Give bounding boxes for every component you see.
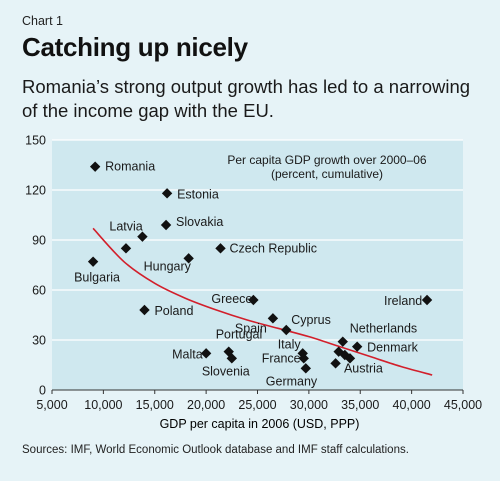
data-point-marker [300,363,311,374]
point-label: Czech Republic [230,241,318,255]
data-point-marker [337,336,348,347]
data-point-marker [267,313,279,324]
y-tick-label: 120 [25,184,46,198]
point-label: Slovakia [176,215,223,229]
point-label: France [262,351,301,365]
data-point-marker [120,243,132,254]
data-point-marker [330,358,341,369]
x-tick-label: 15,000 [136,398,174,412]
point-label: Latvia [109,220,142,234]
data-points [87,161,433,374]
x-tick-label: 10,000 [84,398,122,412]
point-label: Slovenia [202,364,250,378]
source-note: Sources: IMF, World Economic Outlook dat… [22,444,409,456]
chart-kicker: Chart 1 [22,14,63,28]
point-label: Bulgaria [74,271,120,285]
point-label: Ireland [384,294,422,308]
point-label: Germany [266,374,318,388]
point-label: Greece [211,292,252,306]
point-label: Austria [344,361,383,375]
x-tick-label: 25,000 [238,398,276,412]
data-point-marker [248,294,259,306]
annotation-line: Per capita GDP growth over 2000–06 [227,153,427,167]
x-axis-label: GDP per capita in 2006 (USD, PPP) [160,417,360,431]
data-point-marker [281,324,292,336]
y-tick-label: 150 [25,134,46,148]
data-point-marker [161,188,173,199]
data-point-marker [351,341,363,352]
point-label: Spain [235,321,267,335]
axes [51,389,464,394]
tick-labels: 0 30 60 90 120 150 5,000 10,000 15,000 20,000 25,0… [25,134,482,413]
point-label: Estonia [177,187,219,201]
data-point-marker [160,219,172,231]
y-tick-label: 0 [39,384,46,398]
point-label: Denmark [367,341,418,355]
data-point-marker [137,231,148,242]
point-label: Netherlands [350,322,417,336]
x-tick-label: 30,000 [290,398,328,412]
point-label: Poland [154,304,193,318]
y-tick-label: 60 [32,284,46,298]
x-tick-label: 20,000 [187,398,225,412]
data-point-marker [183,253,194,264]
x-tick-label: 40,000 [393,398,431,412]
point-label: Portugal [216,328,263,342]
data-point-marker [215,243,226,254]
x-tick-label: 45,000 [444,398,482,412]
data-point-marker [226,353,238,364]
point-label: Italy [278,337,302,351]
data-point-marker [298,353,309,364]
data-point-marker [200,348,212,359]
x-tick-label: 5,000 [36,398,67,412]
point-label: Hungary [144,259,192,273]
data-point-marker [139,304,150,316]
x-tick-label: 35,000 [341,398,379,412]
data-point-marker [87,256,99,267]
plot-area [52,140,463,390]
trend-line [92,227,433,376]
point-labels: Romania Estonia Slovakia Latvia Bulgaria Czec… [74,160,422,389]
data-point-marker [344,353,356,364]
data-point-marker [89,161,101,172]
chart-subtitle: Romania’s strong output growth has led t… [22,76,471,121]
annotation-line: (percent, cumulative) [271,167,383,181]
gridlines [52,139,463,341]
chart-title: Catching up nicely [22,32,248,62]
point-label: Malta [172,347,203,361]
y-tick-label: 30 [32,334,46,348]
point-label: Romania [105,160,155,174]
y-tick-label: 90 [32,234,46,248]
chart-annotation: Per capita GDP growth over 2000–06(perce… [227,153,427,181]
point-label: Cyprus [291,313,331,327]
data-point-marker [421,294,433,306]
